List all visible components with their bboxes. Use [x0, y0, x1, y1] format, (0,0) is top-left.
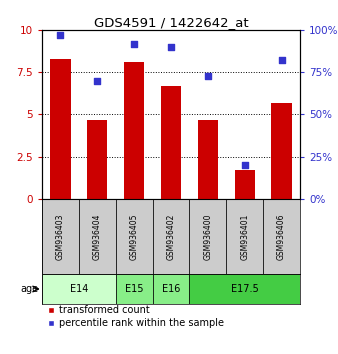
Bar: [116, 274, 152, 304]
Point: [205, 73, 211, 79]
Bar: [235, 170, 255, 199]
Point: [131, 41, 137, 46]
Text: E15: E15: [125, 284, 143, 294]
Text: age: age: [21, 284, 39, 294]
Legend: transformed count, percentile rank within the sample: transformed count, percentile rank withi…: [47, 305, 223, 328]
Bar: [189, 199, 226, 274]
Text: GSM936406: GSM936406: [277, 213, 286, 260]
Bar: [189, 274, 300, 304]
Bar: [42, 274, 116, 304]
Bar: [226, 199, 263, 274]
Bar: [152, 274, 189, 304]
Bar: [42, 199, 79, 274]
Bar: [79, 199, 116, 274]
Bar: [161, 86, 181, 199]
Bar: [87, 120, 107, 199]
Bar: [50, 59, 71, 199]
Text: GSM936403: GSM936403: [56, 213, 65, 260]
Text: GSM936404: GSM936404: [93, 213, 102, 260]
Title: GDS4591 / 1422642_at: GDS4591 / 1422642_at: [94, 16, 248, 29]
Bar: [198, 120, 218, 199]
Point: [279, 58, 284, 63]
Bar: [124, 62, 144, 199]
Point: [58, 32, 63, 38]
Bar: [152, 199, 189, 274]
Text: GSM936402: GSM936402: [167, 213, 175, 260]
Bar: [271, 103, 292, 199]
Point: [242, 162, 247, 168]
Text: E14: E14: [70, 284, 88, 294]
Bar: [263, 199, 300, 274]
Text: E17.5: E17.5: [231, 284, 259, 294]
Point: [168, 44, 174, 50]
Text: GSM936405: GSM936405: [130, 213, 139, 260]
Bar: [116, 199, 152, 274]
Point: [95, 78, 100, 84]
Text: E16: E16: [162, 284, 180, 294]
Text: GSM936401: GSM936401: [240, 213, 249, 260]
Text: GSM936400: GSM936400: [203, 213, 212, 260]
